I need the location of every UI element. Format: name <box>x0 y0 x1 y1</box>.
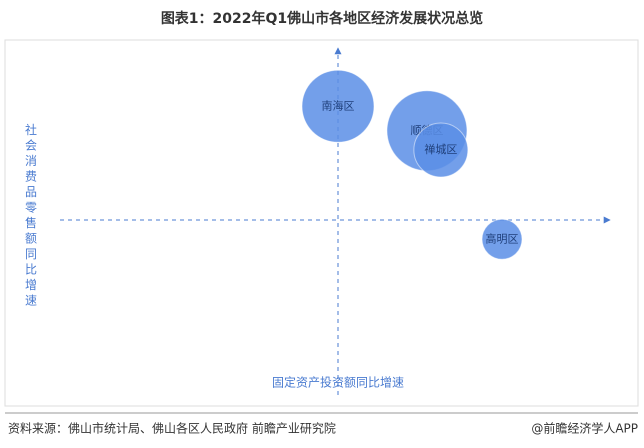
bubble-label: 高明区 <box>486 231 519 245</box>
credit: @前瞻经济学人APP <box>531 421 638 436</box>
y-axis-title: 社会消费品零售额同比增速 <box>25 122 37 308</box>
x-axis-title: 固定资产投资额同比增速 <box>272 375 404 390</box>
chart-title: 图表1：2022年Q1佛山市各地区经济发展状况总览 <box>161 10 483 27</box>
source: 资料来源：佛山市统计局、佛山各区人民政府 前瞻产业研究院 <box>8 421 336 436</box>
bubble <box>481 218 523 260</box>
bubble-label: 禅城区 <box>424 142 457 156</box>
bubble <box>301 69 375 143</box>
bubble-label: 南海区 <box>322 98 355 112</box>
bubble <box>413 122 469 178</box>
plot-frame <box>4 39 639 407</box>
